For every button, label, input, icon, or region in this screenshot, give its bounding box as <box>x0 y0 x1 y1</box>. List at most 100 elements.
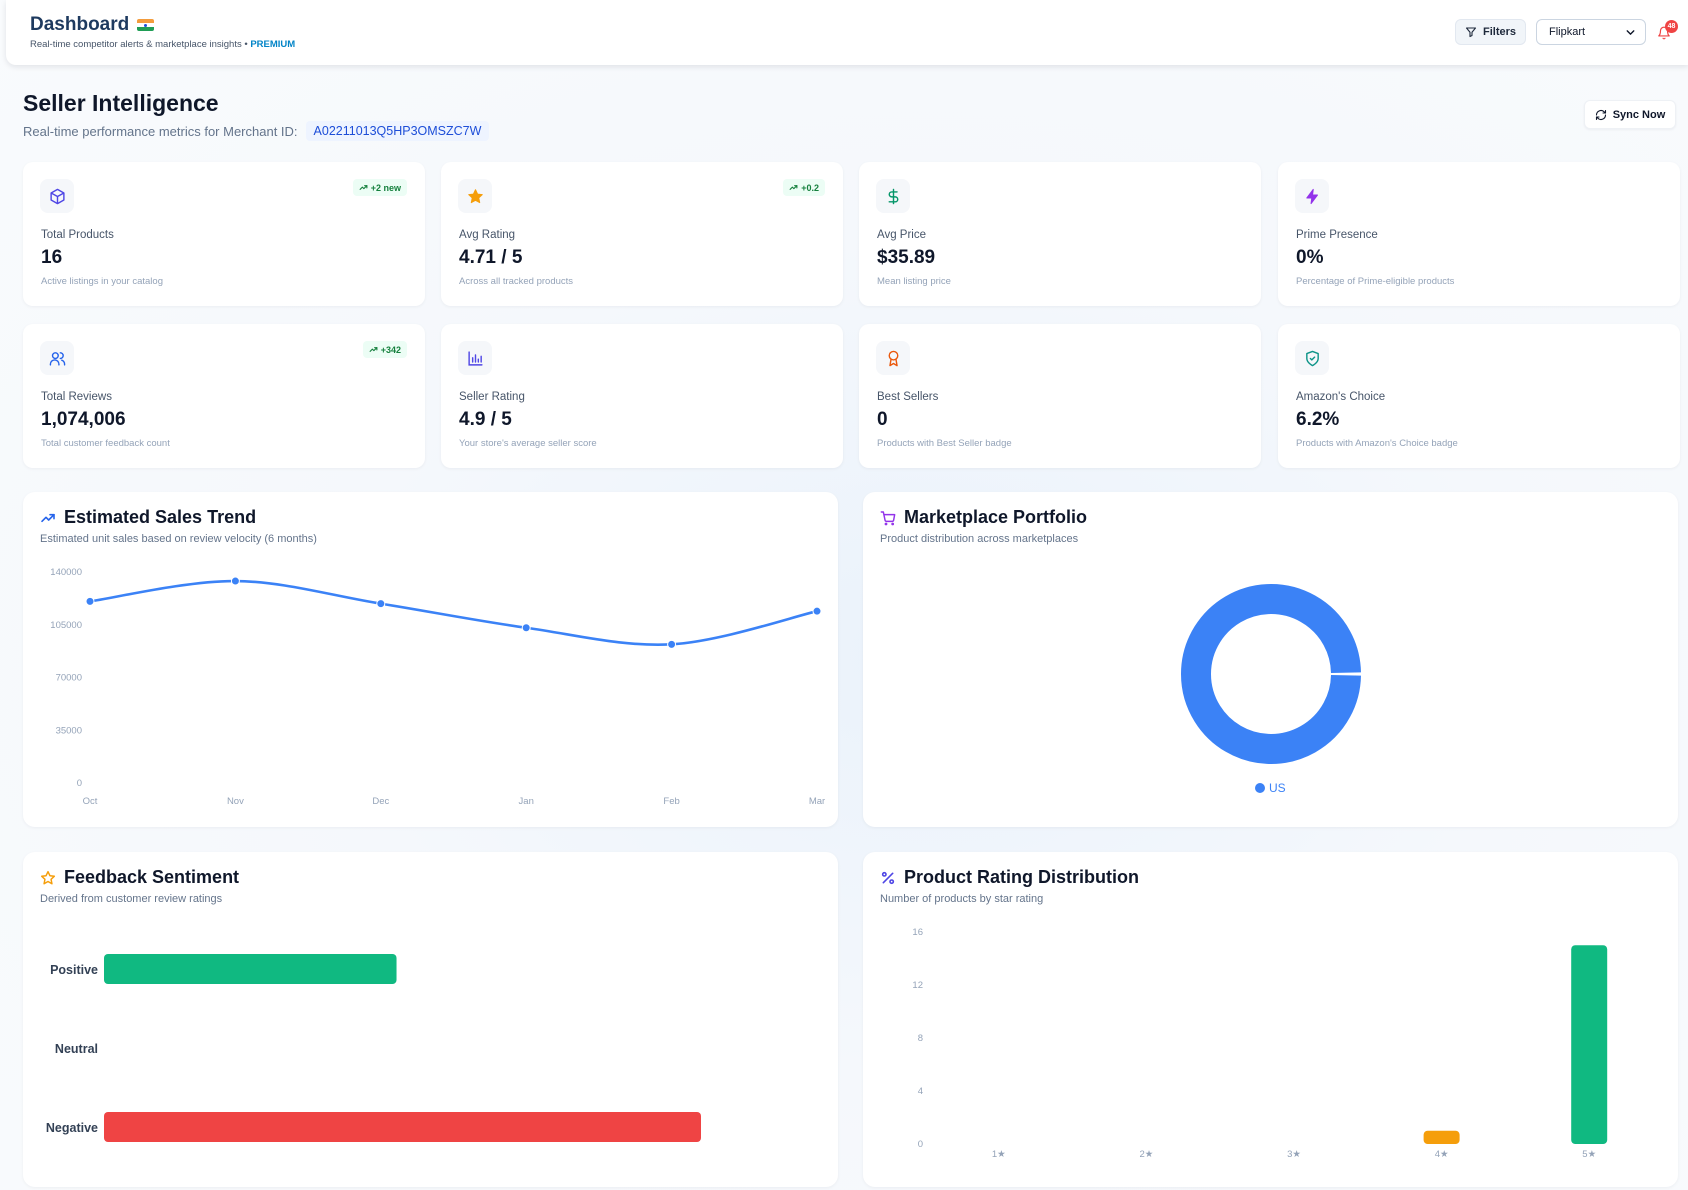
sync-now-label: Sync Now <box>1612 108 1666 121</box>
stat-value: 6.2% <box>1296 409 1340 430</box>
rating-bar <box>1423 1130 1460 1144</box>
x-tick-label: Feb <box>663 796 679 807</box>
y-tick-label: 70000 <box>56 673 82 684</box>
app-subtitle: Real-time competitor alerts & marketplac… <box>30 39 295 50</box>
x-tick-label: Oct <box>83 796 98 807</box>
filters-button-label: Filters <box>1482 26 1516 38</box>
x-tick-label: 3★ <box>1287 1149 1301 1160</box>
stat-hint: Across all tracked products <box>459 276 574 287</box>
sentiment-bar <box>104 954 397 984</box>
stat-value: 16 <box>41 247 63 268</box>
stat-badge-text: +342 <box>380 344 401 355</box>
trending-up-icon <box>41 513 55 522</box>
page-subtitle-text: Real-time performance metrics for Mercha… <box>23 123 298 139</box>
sales-trend-chart: 0 35000 70000 105000 140000 Oct Nov Dec Jan Feb Ma… <box>50 567 825 807</box>
trending-up-icon <box>369 347 378 352</box>
stat-card-prime-presence: Prime Presence 0% Percentage of Prime-el… <box>1278 162 1680 306</box>
feedback-sentiment-chart: Positive Neutral Negative <box>46 954 701 1142</box>
marketplace-portfolio-chart: US <box>1181 584 1361 795</box>
feedback-sentiment-subtitle: Derived from customer review ratings <box>40 893 223 905</box>
star-outline-icon <box>40 870 56 884</box>
filters-button[interactable]: Filters <box>1455 19 1526 45</box>
sentiment-label: Negative <box>46 1121 98 1135</box>
app-title: Dashboard <box>30 14 155 36</box>
refresh-icon <box>1595 109 1606 120</box>
stat-card-avg-rating: +0.2 Avg Rating 4.71 / 5 Across all trac… <box>441 162 843 306</box>
y-tick-label: 140000 <box>50 567 82 578</box>
sales-trend-line <box>89 579 818 647</box>
rating-distribution-subtitle: Number of products by star rating <box>880 893 1044 905</box>
stat-card-total-products: +2 new Total Products 16 Active listings… <box>23 162 425 306</box>
app-title-text: Dashboard <box>30 14 130 35</box>
award-icon <box>876 341 910 375</box>
stat-badge-text: +2 new <box>370 182 401 193</box>
stats-grid: +2 new Total Products 16 Active listings… <box>23 162 1680 470</box>
y-tick-label: 12 <box>912 980 923 991</box>
legend-swatch <box>1255 783 1265 793</box>
stat-hint: Total customer feedback count <box>41 438 170 449</box>
stat-hint: Products with Best Seller badge <box>877 438 1012 449</box>
stat-label: Seller Rating <box>459 391 525 403</box>
x-tick-label: 5★ <box>1582 1149 1596 1160</box>
sales-data-point <box>667 639 677 649</box>
y-tick-label: 0 <box>77 778 82 789</box>
stat-trend-badge: +2 new <box>352 179 407 196</box>
shield-check-icon <box>1295 341 1329 375</box>
sales-data-point <box>376 599 386 609</box>
y-tick-label: 35000 <box>56 725 82 736</box>
stat-value: 0% <box>1296 247 1324 268</box>
rating-distribution-title-text: Product Rating Distribution <box>904 867 1139 887</box>
stat-trend-badge: +0.2 <box>783 179 825 196</box>
stat-label: Best Sellers <box>877 391 939 403</box>
notification-count-badge: 48 <box>1665 20 1678 33</box>
merchant-id-chip: A02211013Q5HP3OMSZC7W <box>305 121 490 141</box>
marketplace-select[interactable]: Flipkart <box>1536 19 1646 45</box>
app-subtitle-text: Real-time competitor alerts & marketplac… <box>30 39 248 50</box>
stat-label: Total Products <box>41 229 114 241</box>
feedback-sentiment-panel: Feedback Sentiment Derived from customer… <box>23 852 838 1187</box>
stat-card-total-reviews: +342 Total Reviews 1,074,006 Total custo… <box>23 324 425 468</box>
x-tick-label: Dec <box>372 796 389 807</box>
trending-up-icon <box>359 185 368 190</box>
stat-hint: Active listings in your catalog <box>41 276 163 287</box>
sales-data-point <box>521 623 531 633</box>
dollar-icon <box>876 179 910 213</box>
notifications-button[interactable]: 48 <box>1657 20 1678 42</box>
bell-icon <box>1658 26 1670 40</box>
x-tick-label: Jan <box>519 796 534 807</box>
stat-label: Total Reviews <box>41 391 112 403</box>
sentiment-bar <box>104 1112 701 1142</box>
stat-value: 4.71 / 5 <box>459 247 523 268</box>
sync-now-button[interactable]: Sync Now <box>1584 100 1676 129</box>
package-icon <box>40 179 74 213</box>
trending-up-icon <box>789 185 798 190</box>
stat-trend-badge: +342 <box>362 341 407 358</box>
marketplace-portfolio-title: Marketplace Portfolio <box>880 507 1087 528</box>
y-tick-label: 0 <box>918 1139 923 1150</box>
x-tick-label: 1★ <box>992 1149 1006 1160</box>
percent-icon <box>881 871 895 884</box>
stat-value: 1,074,006 <box>41 409 126 430</box>
stat-card-avg-price: Avg Price $35.89 Mean listing price <box>859 162 1261 306</box>
sales-trend-title: Estimated Sales Trend <box>40 507 256 528</box>
sales-data-point <box>812 606 822 616</box>
stat-hint: Products with Amazon's Choice badge <box>1296 438 1458 449</box>
sales-data-point <box>85 596 95 606</box>
sentiment-label: Positive <box>50 963 98 977</box>
stat-card-amazons-choice: Amazon's Choice 6.2% Products with Amazo… <box>1278 324 1680 468</box>
x-tick-label: 4★ <box>1435 1149 1449 1160</box>
stat-hint: Mean listing price <box>877 276 951 287</box>
page-title: Seller Intelligence <box>23 90 219 116</box>
stat-badge-text: +0.2 <box>801 182 819 193</box>
stat-value: 4.9 / 5 <box>459 409 512 430</box>
stat-label: Prime Presence <box>1296 229 1378 241</box>
sales-data-point <box>230 576 240 586</box>
stat-value: $35.89 <box>877 247 936 268</box>
india-flag-icon <box>137 19 155 31</box>
x-tick-label: 2★ <box>1139 1149 1153 1160</box>
page-subtitle: Real-time performance metrics for Mercha… <box>23 121 490 141</box>
sentiment-label: Neutral <box>55 1042 98 1056</box>
marketplace-portfolio-subtitle: Product distribution across marketplaces <box>880 533 1079 545</box>
stat-hint: Percentage of Prime-eligible products <box>1296 276 1455 287</box>
feedback-sentiment-title: Feedback Sentiment <box>40 867 239 888</box>
